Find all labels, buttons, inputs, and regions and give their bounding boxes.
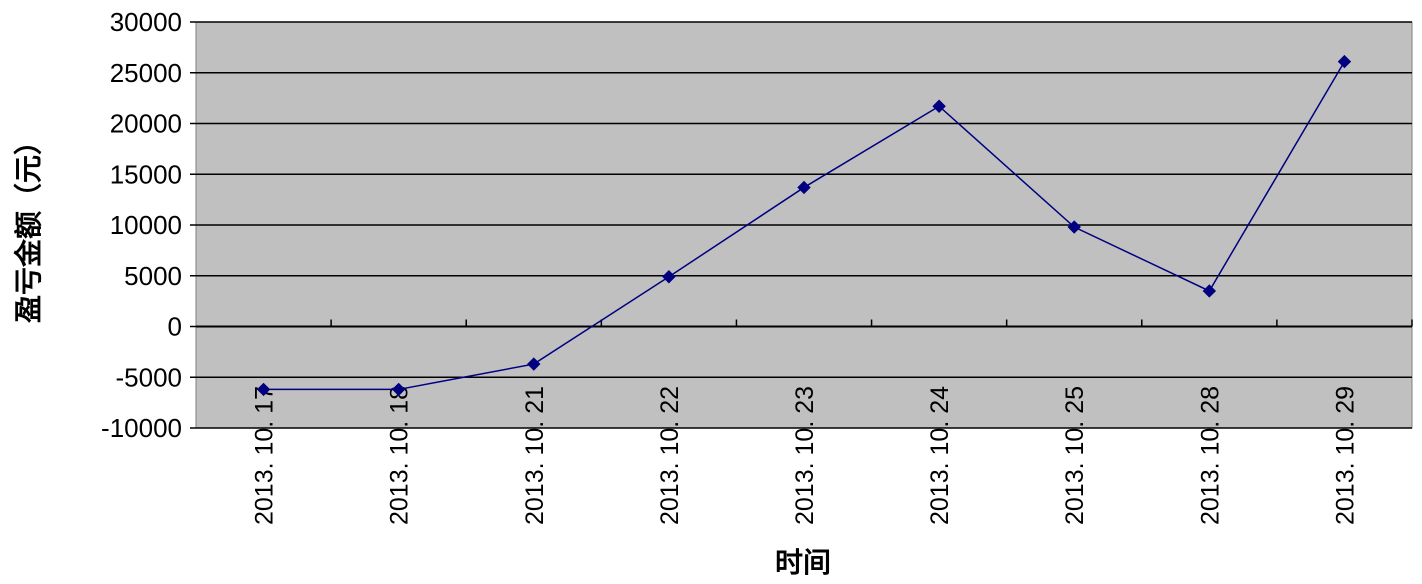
data-point [1067,220,1081,234]
series-group [256,54,1352,397]
data-point [1202,284,1217,298]
x-tick-label: 2013. 10. 23 [791,386,819,525]
x-tick-label: 2013. 10. 17 [251,386,279,525]
data-point [527,357,541,371]
y-tick-label: 10000 [110,210,182,240]
x-axis-title: 时间 [775,546,831,579]
y-tick-label: 25000 [110,58,182,88]
x-tick-label: 2013. 10. 28 [1196,386,1224,525]
y-tick-label: -5000 [116,362,183,392]
y-tick-label: 15000 [110,159,182,189]
y-axis-ticks: 30000 25000 20000 15000 10000 5000 0 -5000 -1000… [101,7,196,443]
y-tick-label: 0 [168,312,182,342]
x-tick-label: 2013. 10. 22 [656,386,684,525]
data-point [391,382,406,397]
x-tick-label: 2013. 10. 29 [1331,386,1359,525]
y-axis-title: 盈亏金额（元） [12,127,45,323]
y-tick-label: 5000 [124,261,182,291]
x-tick-label: 2013. 10. 21 [521,386,549,525]
y-tick-label: 30000 [110,7,182,37]
x-axis-ticks: 2013. 10. 17 2013. 10. 18 2013. 10. 21 2013… [251,386,1360,525]
data-point [1337,54,1352,69]
data-point [797,180,811,195]
data-point [662,270,676,284]
x-tick-label: 2013. 10. 24 [926,386,954,525]
data-point [256,382,271,397]
x-tick-label: 2013. 10. 25 [1061,386,1089,525]
y-tick-label: -10000 [101,413,182,443]
data-point [932,99,946,113]
x-axis [196,319,1413,328]
x-tick-label: 2013. 10. 18 [386,386,414,525]
y-tick-label: 20000 [110,109,182,139]
